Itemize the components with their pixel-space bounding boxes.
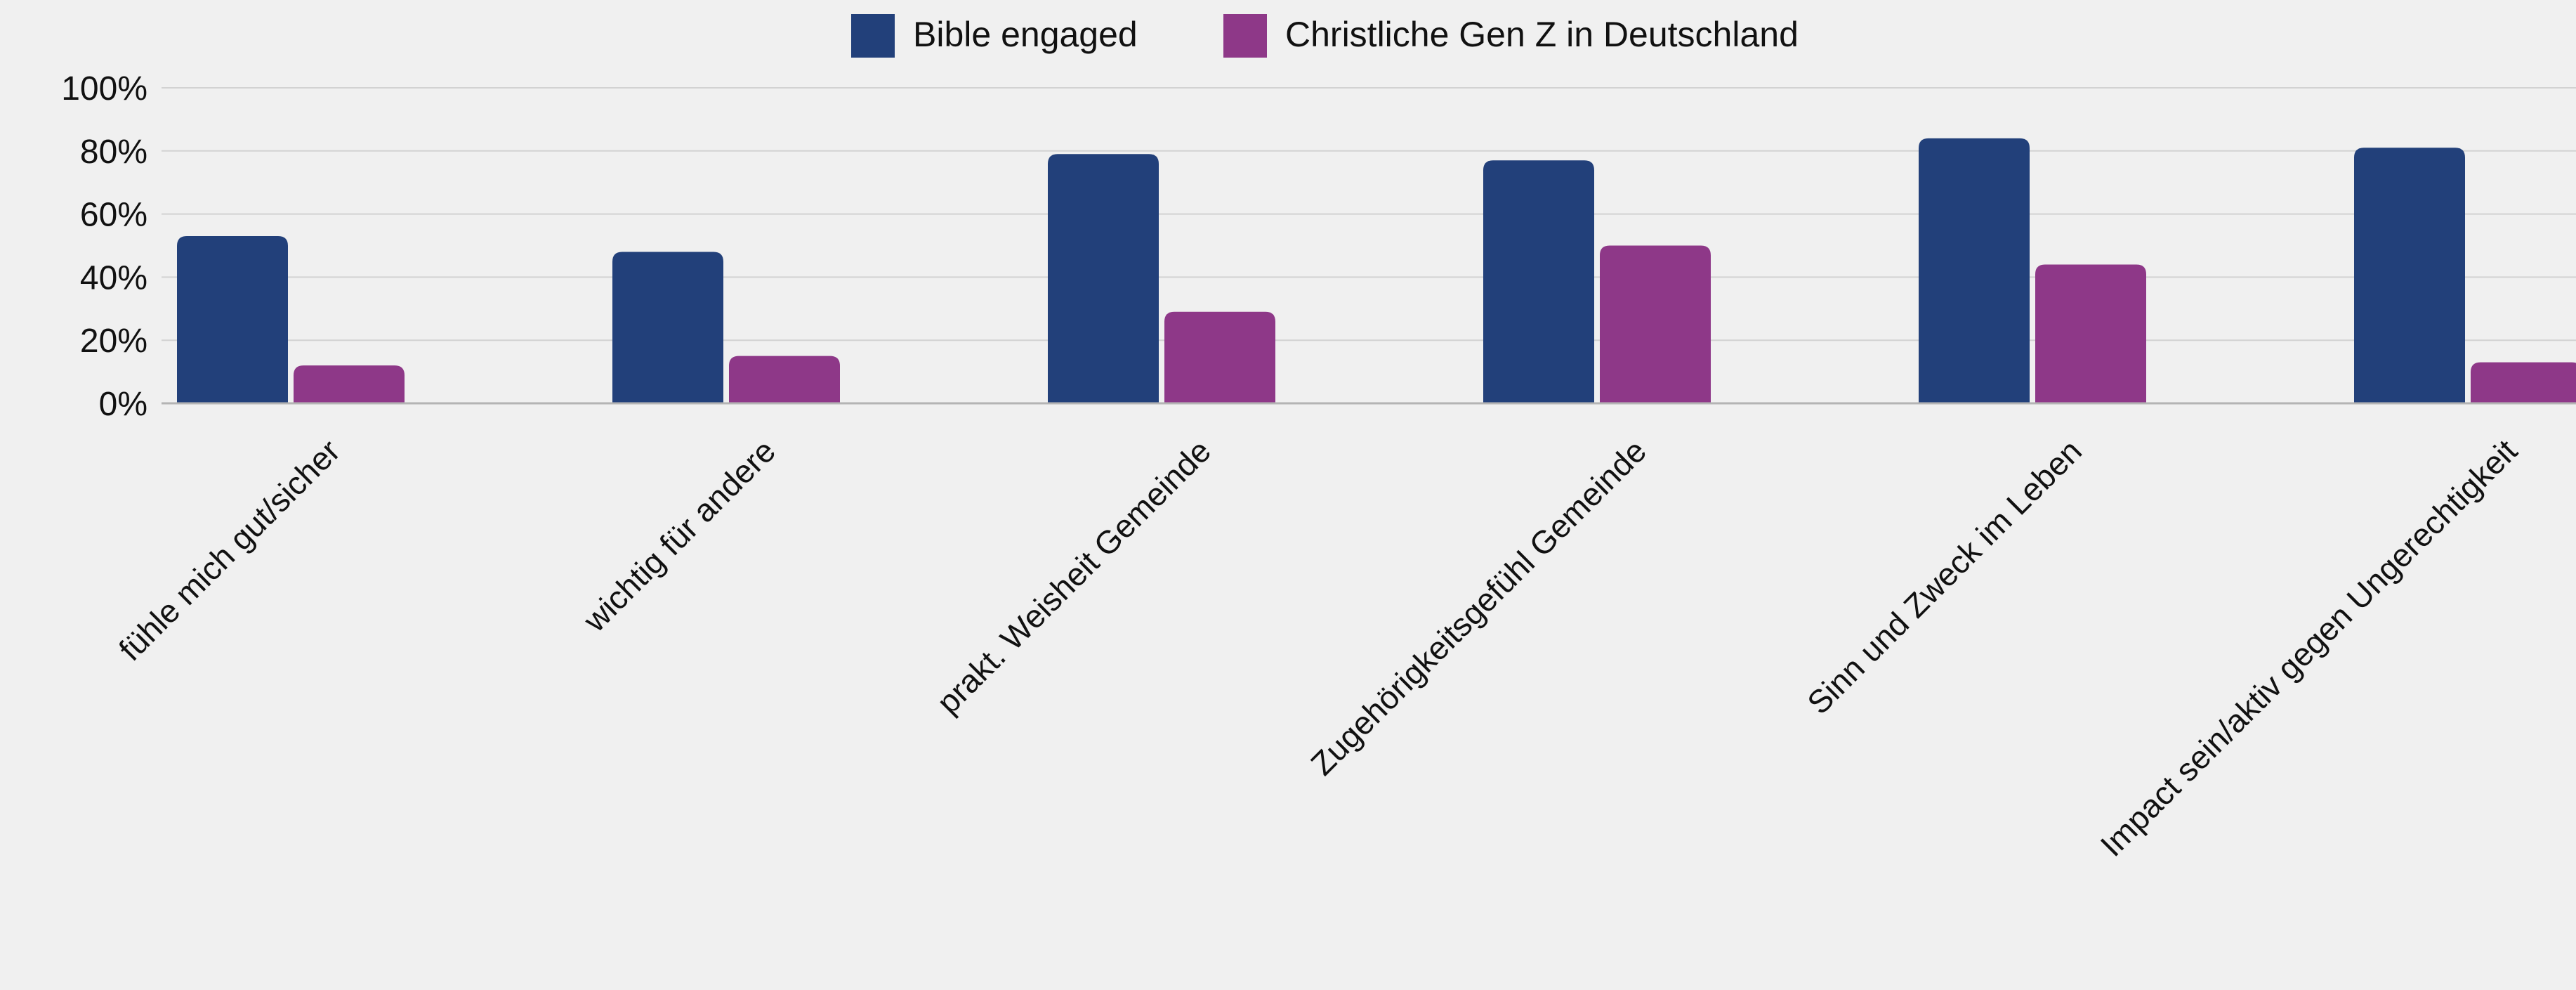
y-axis-ticks: 0% 20% 40% 60% 80% 100% bbox=[61, 70, 147, 423]
y-tick-label-60: 60% bbox=[80, 197, 147, 234]
bar-bible-engaged-wichtig-f-r-andere bbox=[612, 252, 723, 403]
y-tick-label-20: 20% bbox=[80, 323, 147, 360]
bar-christliche-gen-z-impact-sein-aktiv-gegen-ungerechtigkeit bbox=[2471, 362, 2576, 403]
bar-bible-engaged-impact-sein-aktiv-gegen-ungerechtigkeit bbox=[2354, 148, 2465, 403]
legend-label-christliche-gen-z: Christliche Gen Z in Deutschland bbox=[1285, 15, 1799, 54]
legend-label-bible-engaged: Bible engaged bbox=[913, 15, 1138, 54]
y-tick-label-0: 0% bbox=[99, 386, 147, 423]
bar-bible-engaged-zugeh-rigkeitsgef-hl-gemeinde bbox=[1483, 160, 1594, 403]
legend: Bible engaged Christliche Gen Z in Deuts… bbox=[851, 14, 1799, 58]
y-tick-label-40: 40% bbox=[80, 259, 147, 297]
y-tick-label-100: 100% bbox=[61, 70, 147, 108]
bar-christliche-gen-z-zugeh-rigkeitsgef-hl-gemeinde bbox=[1600, 245, 1711, 403]
legend-swatch-christliche-gen-z bbox=[1223, 14, 1267, 58]
bar-christliche-gen-z-f-hle-mich-gut-sicher bbox=[294, 365, 405, 403]
bar-christliche-gen-z-wichtig-f-r-andere bbox=[729, 356, 840, 403]
bar-bible-engaged-prakt-weisheit-gemeinde bbox=[1048, 154, 1159, 404]
bar-bible-engaged-sinn-und-zweck-im-leben bbox=[1919, 138, 2030, 403]
bar-bible-engaged-f-hle-mich-gut-sicher bbox=[177, 236, 288, 403]
bars bbox=[177, 138, 2576, 404]
y-tick-label-80: 80% bbox=[80, 133, 147, 171]
gridlines bbox=[162, 87, 2576, 341]
legend-swatch-bible-engaged bbox=[851, 14, 895, 58]
bar-christliche-gen-z-prakt-weisheit-gemeinde bbox=[1164, 311, 1275, 403]
bar-christliche-gen-z-sinn-und-zweck-im-leben bbox=[2035, 264, 2146, 403]
